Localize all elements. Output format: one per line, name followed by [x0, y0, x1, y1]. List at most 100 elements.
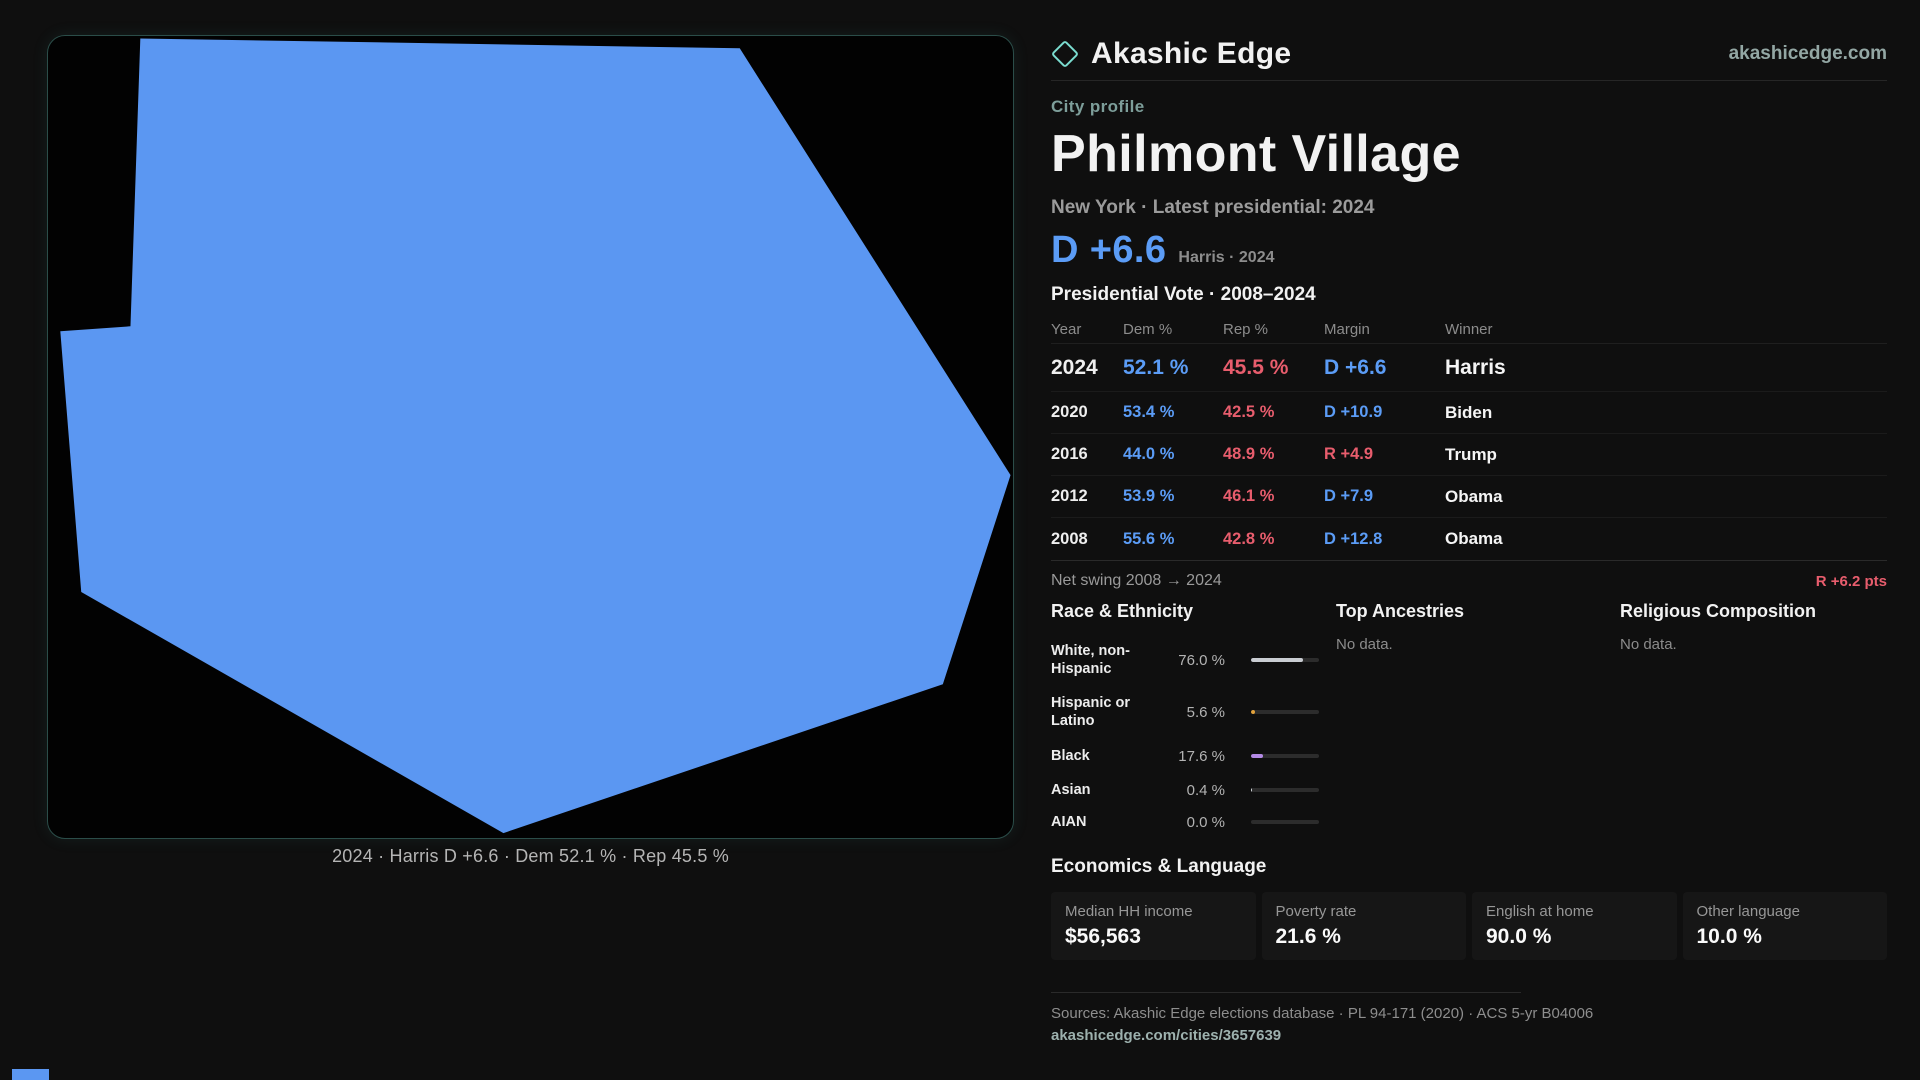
stat-label: English at home [1486, 903, 1594, 921]
col-rep: Rep % [1223, 321, 1269, 339]
footer-divider [1051, 992, 1521, 994]
stat-label: Other language [1696, 903, 1800, 921]
race-value: 76.0 % [1178, 651, 1225, 669]
race-row-asian: Asian 0.4 % [1051, 774, 1336, 806]
stat-value: 90.0 % [1486, 925, 1552, 949]
table-row-2016: 2016 44.0 % 48.9 % R +4.9 Trump [1051, 434, 1887, 477]
stat-label: Median HH income [1065, 903, 1193, 921]
table-row-2008: 2008 55.6 % 42.8 % D +12.8 Obama [1051, 518, 1887, 560]
col-dem: Dem % [1123, 321, 1173, 339]
net-swing-row: Net swing 2008 → 2024 R +6.2 pts [1051, 561, 1887, 601]
religion-column: Religious Composition No data. [1620, 601, 1887, 653]
vote-table-title: Presidential Vote · 2008–2024 [1051, 284, 1316, 306]
race-label: White, non-Hispanic [1051, 643, 1130, 678]
brand-site-link[interactable]: akashicedge.com [1728, 43, 1887, 64]
map-caption: 2024 · Harris D +6.6 · Dem 52.1 % · Rep … [332, 846, 729, 866]
race-bar [1251, 788, 1319, 793]
cell-margin: D +7.9 [1324, 487, 1374, 506]
cell-dem: 53.4 % [1123, 403, 1175, 422]
cell-margin: R +4.9 [1324, 445, 1374, 464]
vote-table-header: Year Dem % Rep % Margin Winner [1051, 316, 1887, 345]
cell-year: 2024 [1051, 355, 1098, 379]
city-map [60, 38, 1011, 834]
race-bar [1251, 710, 1319, 715]
cell-year: 2020 [1051, 403, 1088, 422]
cell-year: 2008 [1051, 529, 1088, 548]
stat-english-at-home: English at home 90.0 % [1472, 892, 1677, 961]
col-year: Year [1051, 321, 1082, 339]
cell-margin: D +12.8 [1324, 529, 1383, 548]
race-value: 5.6 % [1186, 703, 1225, 721]
headline-margin-block: D +6.6 Harris · 2024 [1051, 229, 1887, 272]
profile-kicker: City profile [1051, 97, 1145, 116]
race-label: Asian [1051, 782, 1091, 799]
race-label: AIAN [1051, 814, 1087, 831]
city-profile-panel: Akashic Edge akashicedge.com City profil… [1050, 0, 1887, 1045]
stat-label: Poverty rate [1275, 903, 1357, 921]
race-bar [1251, 754, 1319, 759]
sources-line: Sources: Akashic Edge elections database… [1051, 1005, 1594, 1023]
economics-title: Economics & Language [1051, 856, 1267, 878]
race-label: Hispanic or Latino [1051, 695, 1130, 730]
cell-rep: 46.1 % [1223, 487, 1275, 506]
col-margin: Margin [1324, 321, 1370, 339]
table-row-2012: 2012 53.9 % 46.1 % D +7.9 Obama [1051, 476, 1887, 519]
vote-table: Year Dem % Rep % Margin Winner 2024 52.1… [1051, 316, 1887, 562]
net-swing-value: R +6.2 pts [1815, 572, 1887, 590]
brand-header: Akashic Edge akashicedge.com [1050, 0, 1887, 71]
cell-dem: 55.6 % [1123, 529, 1175, 548]
cell-winner: Trump [1445, 444, 1497, 464]
city-title: Philmont Village [1051, 125, 1461, 183]
cell-year: 2016 [1051, 445, 1088, 464]
stat-other-language: Other language 10.0 % [1682, 892, 1887, 961]
stat-value: $56,563 [1065, 925, 1141, 949]
cell-margin: D +10.9 [1324, 403, 1383, 422]
race-value: 0.4 % [1186, 781, 1225, 799]
stat-value: 10.0 % [1696, 925, 1762, 949]
race-row-black: Black 17.6 % [1051, 738, 1336, 774]
brand-diamond-icon [1050, 39, 1080, 69]
race-bar [1251, 820, 1319, 825]
ancestries-column: Top Ancestries No data. [1336, 601, 1620, 653]
stat-median-income: Median HH income $56,563 [1051, 892, 1256, 961]
cell-dem: 53.9 % [1123, 487, 1175, 506]
ancestries-empty: No data. [1336, 636, 1393, 654]
race-row-aian: AIAN 0.0 % [1051, 806, 1336, 838]
race-row-white: White, non-Hispanic 76.0 % [1051, 634, 1336, 686]
city-subtitle: New York · Latest presidential: 2024 [1051, 197, 1375, 219]
race-rows: White, non-Hispanic 76.0 % Hispanic or L… [1051, 634, 1336, 838]
stat-value: 21.6 % [1275, 925, 1341, 949]
city-boundary-shape [60, 38, 1011, 834]
demographics-section: Race & Ethnicity White, non-Hispanic 76.… [1051, 601, 1887, 838]
race-ethnicity-title: Race & Ethnicity [1051, 601, 1194, 622]
cell-dem: 52.1 % [1123, 355, 1189, 379]
race-row-hispanic: Hispanic or Latino 5.6 % [1051, 686, 1336, 738]
city-map-panel [47, 35, 1014, 839]
stat-poverty-rate: Poverty rate 21.6 % [1261, 892, 1466, 961]
net-swing-label: Net swing 2008 → 2024 [1051, 572, 1222, 590]
race-bar [1251, 658, 1319, 663]
race-value: 17.6 % [1178, 747, 1225, 765]
permalink-link[interactable]: akashicedge.com/cities/3657639 [1051, 1027, 1282, 1045]
cell-winner: Harris [1445, 355, 1506, 379]
race-ethnicity-column: Race & Ethnicity White, non-Hispanic 76.… [1051, 601, 1336, 838]
cell-winner: Biden [1445, 402, 1493, 422]
cell-margin: D +6.6 [1324, 355, 1387, 379]
brand-name: Akashic Edge [1091, 37, 1292, 70]
table-row-2024: 2024 52.1 % 45.5 % D +6.6 Harris [1051, 344, 1887, 393]
cell-dem: 44.0 % [1123, 445, 1175, 464]
cell-rep: 45.5 % [1223, 355, 1289, 379]
economics-stats: Median HH income $56,563 Poverty rate 21… [1051, 892, 1887, 961]
cell-winner: Obama [1445, 486, 1503, 506]
table-row-2020: 2020 53.4 % 42.5 % D +10.9 Biden [1051, 392, 1887, 435]
cell-rep: 48.9 % [1223, 445, 1275, 464]
cell-winner: Obama [1445, 529, 1503, 549]
cell-year: 2012 [1051, 487, 1088, 506]
col-winner: Winner [1445, 321, 1493, 339]
religion-title: Religious Composition [1620, 601, 1816, 622]
ancestries-title: Top Ancestries [1336, 601, 1465, 622]
map-fragment-shape [12, 1069, 49, 1080]
religion-empty: No data. [1620, 636, 1677, 654]
race-value: 0.0 % [1186, 813, 1225, 831]
headline-margin: D +6.6 [1051, 229, 1167, 272]
